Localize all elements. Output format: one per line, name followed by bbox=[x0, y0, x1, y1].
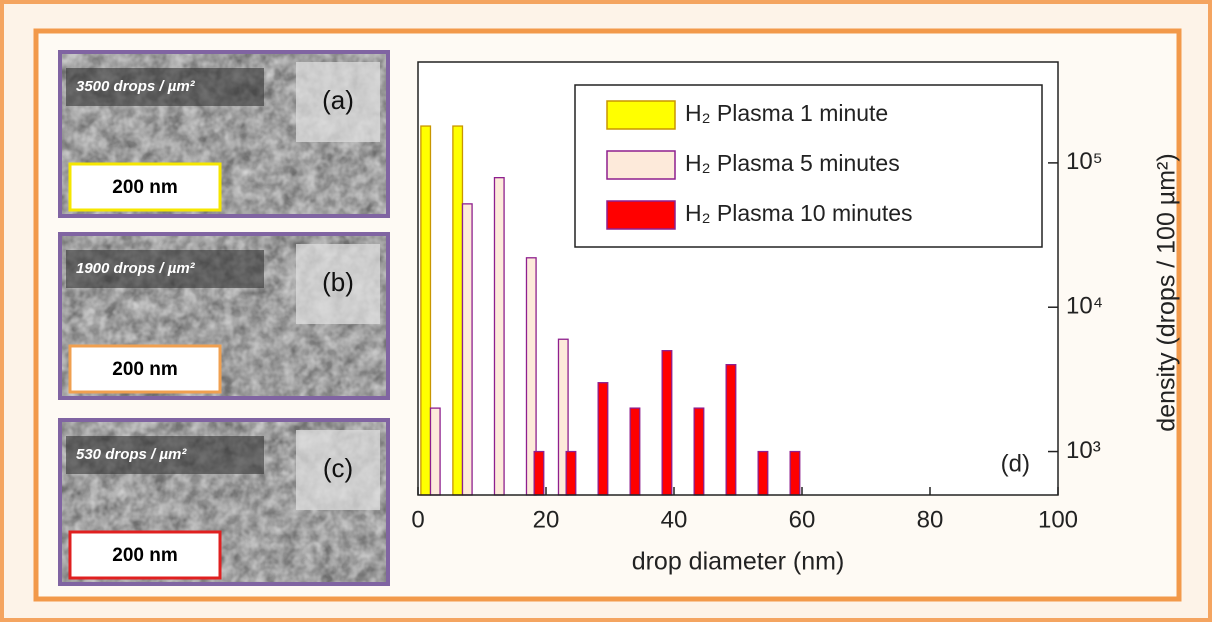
bar bbox=[693, 407, 705, 496]
label-box bbox=[296, 62, 380, 142]
density-box bbox=[66, 436, 264, 474]
bar bbox=[533, 450, 545, 496]
density-box bbox=[66, 250, 264, 288]
legend-swatch bbox=[606, 200, 676, 230]
chart: 0 20 40 60 80 100 10³ 10⁴ 10⁵ drop diameter (nm) d… bbox=[411, 61, 1181, 576]
bar bbox=[629, 407, 641, 496]
bar bbox=[420, 125, 432, 496]
panel-label: (c) bbox=[323, 453, 353, 483]
plot-frame bbox=[417, 61, 1059, 496]
density-box bbox=[66, 68, 264, 106]
y-tick-label: 10⁵ bbox=[1066, 148, 1103, 175]
label-box bbox=[296, 430, 380, 510]
x-tick-label: 60 bbox=[789, 506, 816, 533]
x-tick-label: 20 bbox=[533, 506, 560, 533]
bar bbox=[661, 350, 673, 496]
x-tick-label: 80 bbox=[917, 506, 944, 533]
scale-box bbox=[68, 162, 222, 212]
label-box bbox=[296, 244, 380, 324]
density-label: 3500 drops / µm² bbox=[76, 78, 196, 95]
density-label: 530 drops / µm² bbox=[76, 446, 187, 463]
scale-box bbox=[68, 344, 222, 394]
sem-panels: 3500 drops / µm² (a) 200 nm 1900 drops / µm… bbox=[58, 50, 390, 586]
scale-label: 200 nm bbox=[112, 359, 177, 380]
bar bbox=[461, 203, 473, 496]
scale-box bbox=[68, 530, 222, 580]
x-tick-label: 0 bbox=[411, 506, 424, 533]
legend-label: H₂ Plasma 1 minute bbox=[685, 100, 888, 126]
legend-swatch bbox=[606, 150, 676, 180]
bar bbox=[757, 450, 769, 496]
scale-label: 200 nm bbox=[112, 177, 177, 198]
bar bbox=[493, 177, 505, 496]
panel-label: (a) bbox=[322, 85, 354, 115]
y-tick-label: 10⁴ bbox=[1066, 293, 1103, 320]
bar bbox=[429, 407, 441, 496]
x-tick-label: 40 bbox=[661, 506, 688, 533]
bar bbox=[452, 125, 464, 496]
legend-swatch bbox=[606, 100, 676, 130]
bar bbox=[565, 450, 577, 496]
y-tick-label: 10³ bbox=[1066, 437, 1101, 464]
legend-label: H₂ Plasma 5 minutes bbox=[685, 150, 900, 176]
x-tick-label: 100 bbox=[1038, 506, 1078, 533]
bar bbox=[597, 382, 609, 496]
scale-label: 200 nm bbox=[112, 545, 177, 566]
bar bbox=[789, 450, 801, 496]
density-label: 1900 drops / µm² bbox=[76, 260, 196, 277]
annotation: (d) bbox=[1001, 450, 1030, 477]
bar bbox=[725, 364, 737, 496]
y-axis-title: density (drops / 100 µm²) bbox=[1153, 153, 1181, 431]
legend-label: H₂ Plasma 10 minutes bbox=[685, 200, 913, 226]
panel-label: (b) bbox=[322, 267, 354, 297]
x-axis-title: drop diameter (nm) bbox=[632, 548, 845, 576]
